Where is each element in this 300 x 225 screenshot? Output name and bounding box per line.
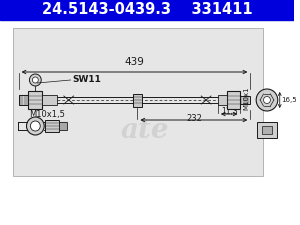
Text: M10x1,5: M10x1,5 bbox=[29, 110, 65, 119]
Bar bbox=[227, 91, 241, 109]
Text: 439: 439 bbox=[124, 57, 144, 67]
Text: 16,5: 16,5 bbox=[282, 97, 297, 103]
Bar bbox=[133, 94, 142, 106]
Circle shape bbox=[263, 97, 270, 104]
Text: SW11: SW11 bbox=[73, 74, 101, 83]
Text: 232: 232 bbox=[186, 114, 202, 123]
Bar bbox=[257, 122, 277, 138]
Bar bbox=[28, 91, 42, 109]
Bar bbox=[59, 122, 67, 130]
Circle shape bbox=[30, 121, 40, 131]
Circle shape bbox=[256, 89, 278, 111]
Bar bbox=[0, 0, 295, 20]
Bar bbox=[241, 96, 250, 104]
Text: 24.5143-0439.3    331411: 24.5143-0439.3 331411 bbox=[42, 2, 253, 18]
Bar bbox=[218, 95, 227, 105]
Text: M10x1: M10x1 bbox=[243, 86, 249, 110]
Circle shape bbox=[26, 117, 44, 135]
Bar bbox=[19, 95, 28, 105]
Circle shape bbox=[29, 74, 41, 86]
Text: 11,3: 11,3 bbox=[221, 107, 238, 116]
Circle shape bbox=[32, 77, 38, 83]
Bar bbox=[262, 126, 272, 134]
Bar bbox=[13, 28, 263, 176]
Text: ate: ate bbox=[121, 117, 170, 144]
Bar bbox=[45, 120, 59, 132]
Bar bbox=[42, 95, 57, 105]
